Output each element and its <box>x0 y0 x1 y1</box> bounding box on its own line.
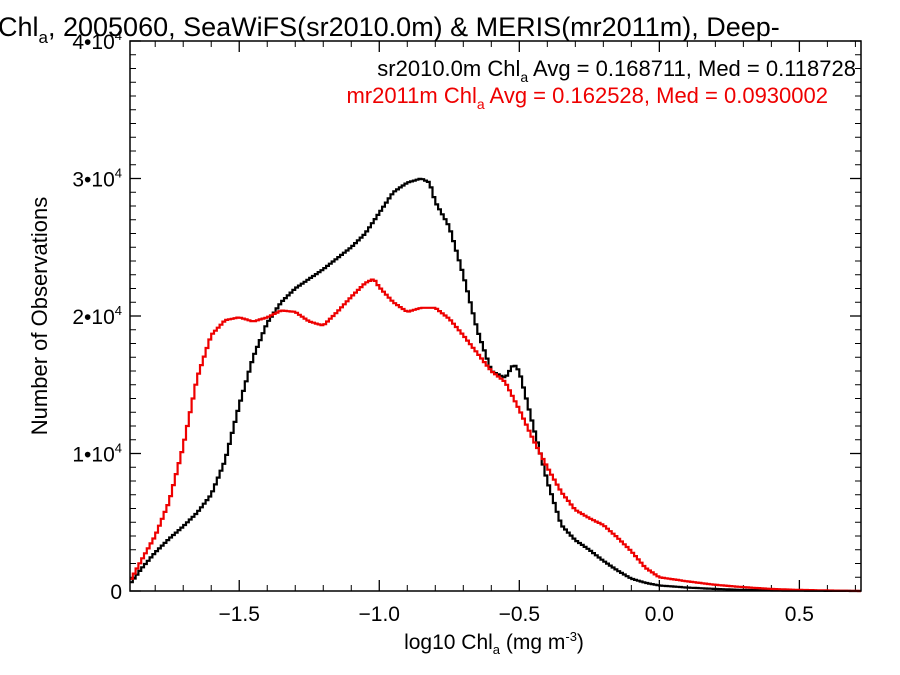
x-tick-label: 0.5 <box>785 603 814 626</box>
x-tick-label: −0.5 <box>499 603 540 626</box>
series-layer <box>130 177 861 593</box>
chart-title-subscript: a <box>39 28 49 47</box>
y-tick-label: 4•104 <box>72 28 122 54</box>
y-tick-label-exponent: 4 <box>115 28 122 43</box>
x-axis-label-mid: (mg m <box>500 631 565 654</box>
x-axis-label-subscript: a <box>493 642 501 657</box>
x-tick-label: −1.0 <box>359 603 400 626</box>
series-line-sr2010.0m <box>130 177 861 593</box>
legend-entry-sr2010-stats: Avg = 0.168711, Med = 0.118728 <box>528 56 856 81</box>
x-axis-label-superscript: -3 <box>565 629 577 644</box>
legend-entry-mr2011: mr2011m Chla Avg = 0.162528, Med = 0.093… <box>346 83 828 112</box>
x-tick-label: 0.0 <box>645 603 674 626</box>
x-tick-label: −1.5 <box>218 603 259 626</box>
plot-frame <box>129 40 862 592</box>
x-axis-label-prefix: log10 Chl <box>404 631 493 654</box>
y-tick-label-base: 4•10 <box>72 31 114 54</box>
y-tick-label-exponent: 4 <box>115 166 122 181</box>
chart-title-suffix: , 2005060, SeaWiFS(sr2010.0m) & MERIS(mr… <box>48 12 780 42</box>
y-tick-label: 0 <box>110 581 122 604</box>
y-tick-label: 1•104 <box>72 441 122 467</box>
y-tick-label-exponent: 4 <box>115 303 122 318</box>
y-tick-label-base: 2•10 <box>72 306 114 329</box>
legend-entry-sr2010-subscript: a <box>520 69 528 85</box>
legend-entry-sr2010-prefix: sr2010.0m Chl <box>377 56 520 81</box>
y-tick-label: 2•104 <box>72 303 122 329</box>
y-axis-label: Number of Observations <box>27 197 52 435</box>
legend-entry-sr2010: sr2010.0m Chla Avg = 0.168711, Med = 0.1… <box>377 56 856 85</box>
chart-title-prefix: Chl <box>0 12 39 42</box>
x-axis-label-suffix: ) <box>577 631 584 654</box>
chart-title: Chla, 2005060, SeaWiFS(sr2010.0m) & MERI… <box>0 12 780 47</box>
y-tick-label-exponent: 4 <box>115 441 122 456</box>
y-tick-label-base: 1•10 <box>72 444 114 467</box>
y-tick-label-base: 0 <box>110 581 122 604</box>
legend-entry-mr2011-subscript: a <box>477 96 485 112</box>
y-tick-label-base: 3•10 <box>72 169 114 192</box>
legend-entry-mr2011-prefix: mr2011m Chl <box>346 83 476 108</box>
x-axis-label: log10 Chla (mg m-3) <box>404 629 584 657</box>
series-line-mr2011m <box>130 278 861 593</box>
legend-entry-mr2011-stats: Avg = 0.162528, Med = 0.0930002 <box>485 83 828 108</box>
y-tick-label: 3•104 <box>72 166 122 192</box>
